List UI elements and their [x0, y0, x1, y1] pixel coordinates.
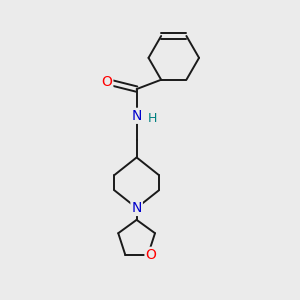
Text: O: O	[101, 75, 112, 88]
Text: N: N	[131, 201, 142, 215]
Text: N: N	[131, 109, 142, 123]
Text: O: O	[146, 248, 156, 262]
Text: H: H	[147, 112, 157, 125]
